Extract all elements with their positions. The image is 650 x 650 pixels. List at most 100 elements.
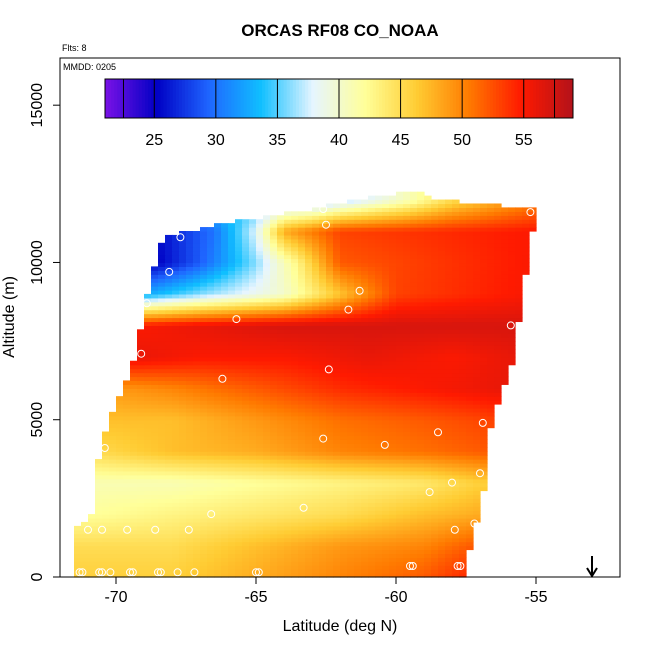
heatmap-cell	[249, 494, 257, 499]
heatmap-cell	[116, 521, 124, 527]
heatmap-cell	[200, 455, 208, 460]
heatmap-cell	[480, 223, 488, 228]
heatmap-cell	[151, 400, 159, 405]
heatmap-cell	[459, 514, 467, 519]
heatmap-cell	[424, 293, 432, 299]
heatmap-cell	[214, 321, 222, 326]
heatmap-cell	[375, 262, 383, 267]
heatmap-cell	[137, 337, 145, 342]
heatmap-cell	[417, 443, 425, 448]
heatmap-cell	[228, 506, 236, 511]
heatmap-cell	[501, 242, 509, 248]
heatmap-cell	[361, 565, 369, 570]
heatmap-cell	[270, 419, 278, 425]
heatmap-cell	[270, 459, 278, 464]
heatmap-cell	[487, 219, 495, 224]
heatmap-cell	[221, 352, 229, 358]
heatmap-cell	[452, 521, 460, 527]
heatmap-cell	[270, 242, 278, 248]
heatmap-cell	[235, 242, 243, 248]
heatmap-cell	[403, 553, 411, 558]
heatmap-cell	[193, 333, 201, 338]
heatmap-cell	[417, 384, 425, 389]
heatmap-cell	[368, 376, 376, 382]
heatmap-cell	[249, 266, 257, 271]
heatmap-cell	[375, 313, 383, 319]
heatmap-cell	[137, 455, 145, 460]
heatmap-cell	[123, 482, 131, 488]
heatmap-cell	[214, 404, 222, 409]
heatmap-cell	[445, 309, 453, 315]
heatmap-cell	[137, 411, 145, 417]
heatmap-cell	[375, 219, 383, 224]
heatmap-cell	[424, 246, 432, 252]
heatmap-cell	[277, 333, 285, 338]
heatmap-cell	[214, 396, 222, 401]
heatmap-cell	[116, 533, 124, 539]
heatmap-cell	[459, 451, 467, 456]
heatmap-cell	[347, 282, 355, 287]
heatmap-cell	[249, 506, 257, 511]
heatmap-cell	[333, 227, 341, 232]
heatmap-cell	[354, 262, 362, 267]
heatmap-cell	[319, 392, 327, 397]
heatmap-cell	[207, 533, 215, 539]
heatmap-cell	[319, 227, 327, 232]
heatmap-cell	[403, 541, 411, 547]
heatmap-cell	[249, 573, 257, 578]
heatmap-cell	[179, 533, 187, 539]
heatmap-cell	[256, 565, 264, 570]
heatmap-cell	[263, 549, 271, 555]
heatmap-cell	[221, 372, 229, 378]
heatmap-cell	[305, 573, 313, 578]
heatmap-cell	[298, 514, 306, 519]
heatmap-cell	[284, 215, 292, 220]
heatmap-cell	[424, 502, 432, 507]
heatmap-cell	[445, 514, 453, 519]
heatmap-cell	[452, 388, 460, 393]
heatmap-cell	[389, 396, 397, 401]
heatmap-cell	[284, 325, 292, 330]
heatmap-cell	[228, 305, 236, 311]
heatmap-cell	[151, 289, 159, 295]
heatmap-cell	[270, 494, 278, 499]
heatmap-cell	[305, 455, 313, 460]
heatmap-cell	[466, 301, 474, 307]
heatmap-cell	[256, 435, 264, 440]
heatmap-cell	[123, 553, 131, 558]
heatmap-cell	[179, 392, 187, 397]
heatmap-cell	[116, 439, 124, 444]
heatmap-cell	[494, 388, 502, 393]
heatmap-cell	[179, 289, 187, 295]
heatmap-cell	[179, 396, 187, 401]
heatmap-cell	[179, 514, 187, 519]
heatmap-cell	[473, 431, 481, 437]
heatmap-cell	[102, 466, 110, 472]
heatmap-cell	[200, 254, 208, 260]
heatmap-cell	[228, 466, 236, 472]
heatmap-cell	[256, 293, 264, 299]
heatmap-cell	[277, 384, 285, 389]
heatmap-cell	[144, 435, 152, 440]
heatmap-cell	[277, 525, 285, 531]
heatmap-cell	[207, 502, 215, 507]
heatmap-cell	[375, 238, 383, 244]
heatmap-cell	[165, 439, 173, 444]
heatmap-cell	[326, 266, 334, 271]
heatmap-cell	[249, 396, 257, 401]
heatmap-cell	[249, 254, 257, 260]
heatmap-cell	[186, 447, 194, 452]
heatmap-cell	[466, 317, 474, 323]
heatmap-cell	[123, 404, 131, 409]
heatmap-cell	[347, 404, 355, 409]
heatmap-cell	[389, 368, 397, 374]
heatmap-cell	[298, 498, 306, 503]
heatmap-cell	[263, 321, 271, 326]
heatmap-cell	[249, 246, 257, 252]
heatmap-cell	[361, 384, 369, 389]
heatmap-cell	[452, 325, 460, 330]
heatmap-cell	[200, 431, 208, 437]
heatmap-cell	[445, 333, 453, 338]
heatmap-cell	[473, 502, 481, 507]
heatmap-cell	[508, 231, 516, 236]
